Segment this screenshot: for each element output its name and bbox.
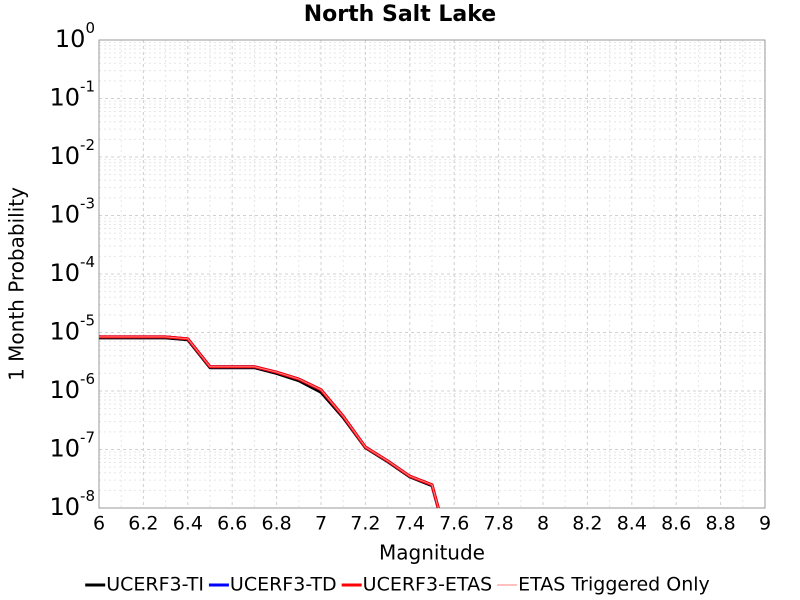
x-tick-label: 6.4 (173, 513, 203, 535)
x-axis-label: Magnitude (379, 541, 485, 565)
x-tick-label: 8 (537, 513, 549, 535)
x-tick-label: 8.6 (661, 513, 691, 535)
legend-label: UCERF3-TI (106, 574, 204, 596)
y-tick-label: 100 (55, 19, 95, 54)
x-tick-label: 6.8 (261, 513, 291, 535)
y-tick-label: 10-7 (49, 428, 95, 463)
x-tick-label: 8.8 (705, 513, 735, 535)
legend-label: ETAS Triggered Only (518, 574, 710, 596)
x-tick-label: 7.6 (439, 513, 469, 535)
x-tick-label: 6 (93, 513, 105, 535)
series-line (99, 336, 439, 508)
legend: UCERF3-TI UCERF3-TD UCERF3-ETAS ETAS Trigge… (85, 574, 710, 596)
x-tick-label: 6.6 (217, 513, 247, 535)
x-tick-label: 7.4 (395, 513, 425, 535)
x-tick-label: 7.8 (483, 513, 513, 535)
legend-label: UCERF3-TD (230, 574, 337, 596)
y-tick-label: 10-8 (49, 487, 95, 522)
plot-border (98, 39, 766, 509)
y-tick-label: 10-1 (49, 77, 95, 112)
x-tick-label: 8.4 (617, 513, 647, 535)
x-tick-label: 9 (759, 513, 771, 535)
x-tick-label: 6.2 (128, 513, 158, 535)
x-tick-label: 7.2 (350, 513, 380, 535)
legend-label: UCERF3-ETAS (363, 574, 492, 596)
y-axis-label: 1 Month Probability (5, 187, 29, 381)
y-tick-label: 10-3 (49, 194, 95, 229)
y-tick-label: 10-2 (49, 136, 95, 171)
y-tick-label: 10-5 (49, 311, 95, 346)
y-tick-label: 10-4 (49, 253, 95, 288)
y-tick-label: 10-6 (49, 370, 95, 405)
x-tick-label: 7 (315, 513, 327, 535)
chart-title: North Salt Lake (304, 2, 496, 27)
x-tick-label: 8.2 (572, 513, 602, 535)
